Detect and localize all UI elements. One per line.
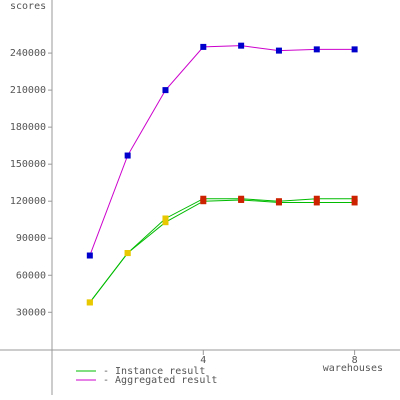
point-marker — [351, 199, 358, 206]
y-tick-label: 150000 — [10, 159, 46, 170]
y-tick-label: 210000 — [10, 85, 46, 96]
y-tick-label: 60000 — [16, 270, 46, 281]
series-line — [89, 199, 355, 303]
y-axis-label: scores — [10, 1, 46, 12]
y-tick-label: 30000 — [16, 307, 46, 318]
point-marker — [313, 46, 320, 53]
series-line — [89, 45, 355, 256]
point-marker — [238, 42, 245, 49]
point-marker — [275, 47, 282, 54]
point-marker — [86, 252, 93, 259]
x-tick-label: 8 — [352, 355, 358, 366]
point-marker — [200, 43, 207, 50]
y-tick-label: 90000 — [16, 233, 46, 244]
point-marker — [162, 87, 169, 94]
point-marker — [351, 195, 358, 202]
y-tick-label: 180000 — [10, 122, 46, 133]
point-marker — [351, 46, 358, 53]
legend-label: - Instance result — [103, 366, 205, 377]
point-marker — [238, 196, 245, 203]
point-marker — [313, 199, 320, 206]
point-marker — [162, 215, 169, 222]
point-marker — [275, 199, 282, 206]
point-marker — [124, 250, 131, 257]
point-marker — [124, 152, 131, 159]
point-marker — [313, 195, 320, 202]
y-tick-label: 120000 — [10, 196, 46, 207]
point-marker — [162, 219, 169, 226]
point-marker — [200, 198, 207, 205]
x-axis-label: warehouses — [323, 363, 383, 374]
y-tick-label: 240000 — [10, 48, 46, 59]
point-marker — [86, 299, 93, 306]
legend-label: - Aggregated result — [103, 375, 217, 386]
x-tick-label: 4 — [200, 355, 206, 366]
